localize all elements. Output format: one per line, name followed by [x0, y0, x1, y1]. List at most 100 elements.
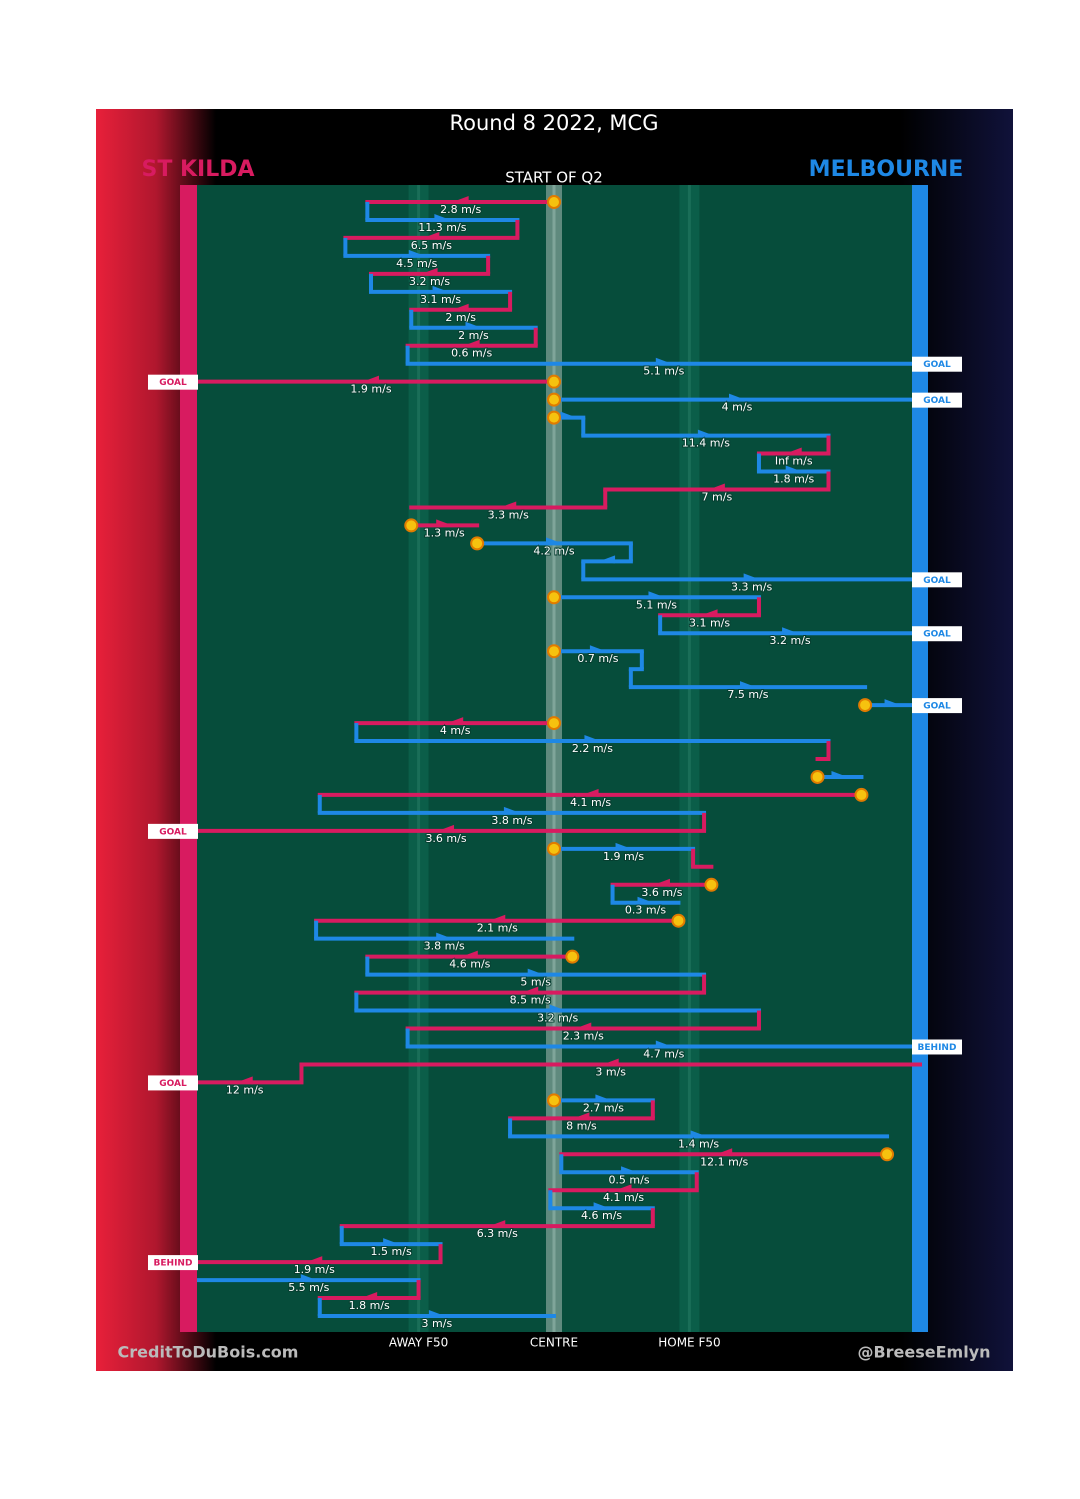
direction-arrow	[716, 1148, 733, 1157]
speed-label: 4 m/s	[440, 724, 471, 737]
direction-arrow	[361, 1292, 378, 1301]
result-label: GOAL	[159, 827, 187, 837]
speed-label: 3 m/s	[422, 1317, 453, 1330]
away-goal-line	[180, 185, 197, 1332]
speed-label: 4.7 m/s	[643, 1047, 684, 1060]
direction-arrow	[655, 1040, 672, 1049]
direction-arrow	[602, 1058, 619, 1067]
speed-label: 3.2 m/s	[409, 275, 450, 288]
direction-arrow	[560, 411, 577, 420]
speed-label: 11.3 m/s	[418, 221, 466, 234]
speed-label: 5.1 m/s	[636, 598, 677, 611]
stoppage-marker	[854, 787, 869, 802]
speed-label: 5.5 m/s	[288, 1281, 329, 1294]
stoppage-marker	[547, 374, 561, 389]
stoppage-marker	[547, 716, 561, 731]
direction-arrow	[697, 429, 714, 438]
direction-arrow	[447, 717, 464, 726]
speed-label: 4.2 m/s	[533, 544, 574, 557]
direction-arrow	[549, 1004, 566, 1013]
direction-arrow	[423, 231, 440, 240]
direction-arrow	[739, 681, 756, 690]
stoppage-marker	[547, 392, 561, 407]
speed-label: 2.2 m/s	[572, 742, 613, 755]
speed-label: 3.6 m/s	[425, 832, 466, 845]
direction-arrow	[690, 1130, 707, 1139]
stoppage-marker	[880, 1147, 895, 1162]
speed-label: 0.6 m/s	[451, 347, 492, 360]
speed-label: 8 m/s	[566, 1119, 597, 1132]
speed-label: 4.5 m/s	[396, 257, 437, 270]
direction-arrow	[589, 645, 606, 654]
direction-arrow	[615, 842, 632, 851]
speed-label: 3.8 m/s	[491, 814, 532, 827]
stoppage-marker	[547, 1093, 561, 1108]
speed-label: Inf m/s	[775, 455, 813, 468]
direction-arrow	[884, 699, 901, 708]
speed-label: 4.1 m/s	[603, 1191, 644, 1204]
result-label: BEHIND	[918, 1043, 957, 1053]
stoppage-marker	[547, 590, 561, 605]
stoppage-marker	[404, 518, 419, 533]
direction-arrow	[383, 1238, 400, 1247]
direction-arrow	[615, 1184, 632, 1193]
speed-label: 11.4 m/s	[682, 437, 730, 450]
speed-label: 2 m/s	[458, 329, 489, 342]
direction-arrow	[436, 932, 453, 941]
direction-arrow	[489, 1220, 506, 1229]
result-label: GOAL	[923, 396, 951, 406]
direction-arrow	[546, 537, 562, 546]
direction-arrow	[503, 806, 520, 815]
speed-label: 3.1 m/s	[420, 293, 461, 306]
direction-arrow	[500, 501, 517, 510]
speed-label: 3.6 m/s	[641, 886, 682, 899]
direction-arrow	[438, 824, 455, 833]
speed-label: 4 m/s	[722, 401, 753, 414]
speed-label: 2.1 m/s	[477, 922, 518, 935]
speed-label: 7 m/s	[702, 490, 733, 503]
direction-arrow	[621, 1166, 638, 1175]
x-tick-label: HOME F50	[658, 1336, 720, 1350]
stoppage-marker	[704, 877, 719, 892]
speed-label: 0.3 m/s	[625, 904, 666, 917]
credit-left: CreditToDuBois.com	[118, 1343, 299, 1362]
speed-label: 1.8 m/s	[349, 1299, 390, 1312]
direction-arrow	[452, 196, 469, 204]
home-team-name: MELBOURNE	[809, 157, 964, 182]
speed-label: 4.1 m/s	[570, 796, 611, 809]
stoppage-marker	[547, 841, 561, 856]
speed-label: 6.3 m/s	[477, 1227, 518, 1240]
speed-label: 6.5 m/s	[411, 239, 452, 252]
direction-arrow	[452, 303, 469, 312]
speed-label: 2.8 m/s	[440, 203, 481, 216]
direction-arrow	[465, 321, 482, 330]
speed-label: 8.5 m/s	[510, 994, 551, 1007]
speed-label: 4.6 m/s	[581, 1209, 622, 1222]
direction-arrow	[729, 393, 745, 402]
direction-arrow	[408, 249, 425, 258]
direction-arrow	[421, 267, 438, 276]
speed-label: 1.4 m/s	[678, 1137, 719, 1150]
result-box	[912, 626, 962, 642]
direction-arrow	[743, 573, 760, 582]
direction-arrow	[575, 1022, 592, 1031]
direction-arrow	[593, 1202, 610, 1211]
speed-label: 3.8 m/s	[424, 940, 465, 953]
direction-arrow	[708, 483, 725, 492]
result-label: GOAL	[159, 1079, 187, 1089]
speed-label: 5.1 m/s	[643, 365, 684, 378]
direction-arrow	[573, 1112, 590, 1121]
direction-arrow	[236, 1076, 253, 1085]
result-box	[912, 572, 962, 588]
result-label: GOAL	[923, 630, 951, 640]
speed-label: 12 m/s	[226, 1083, 264, 1096]
direction-arrow	[527, 968, 544, 977]
direction-arrow	[461, 950, 478, 959]
speed-label: 2.7 m/s	[583, 1101, 624, 1114]
result-box	[148, 823, 198, 839]
speed-label: 3.2 m/s	[537, 1012, 578, 1025]
direction-arrow	[595, 1094, 612, 1103]
stoppage-marker	[547, 195, 561, 209]
direction-arrow	[300, 1274, 317, 1283]
result-box	[912, 356, 962, 372]
